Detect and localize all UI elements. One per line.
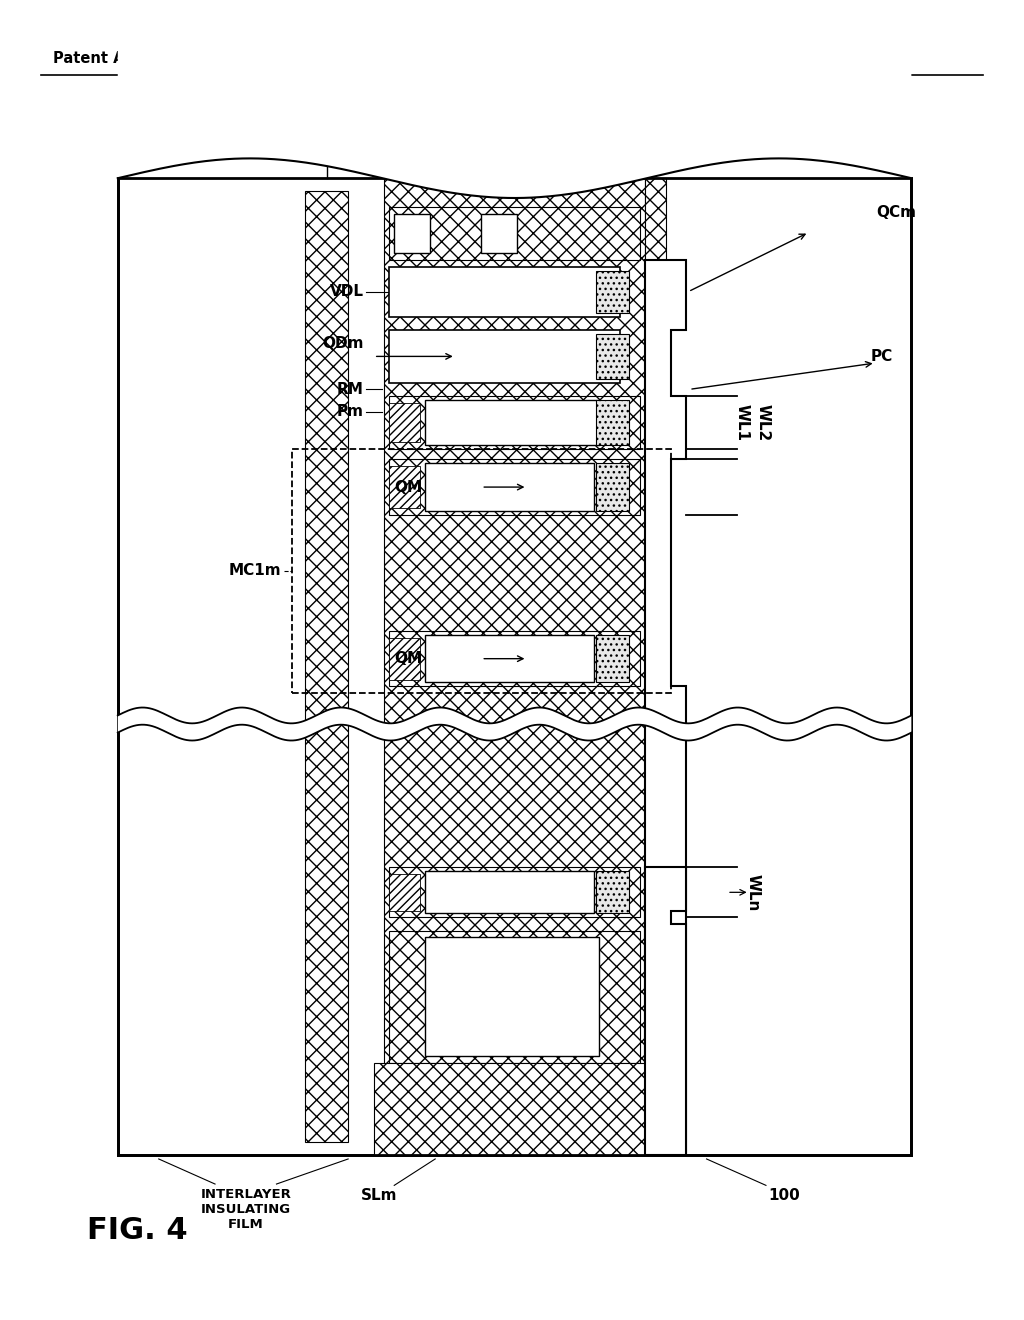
Bar — [389, 396, 640, 449]
Text: WLn: WLn — [745, 874, 760, 911]
Text: YSm: YSm — [306, 54, 347, 73]
Bar — [389, 330, 620, 383]
Text: INTERLAYER
INSULATING
FILM: INTERLAYER INSULATING FILM — [201, 1188, 291, 1232]
Bar — [425, 463, 594, 511]
Text: QCm: QCm — [877, 205, 916, 220]
Bar — [394, 214, 430, 253]
Bar — [118, 178, 297, 1155]
Bar — [645, 178, 666, 1155]
Bar — [596, 635, 629, 682]
Text: QM: QM — [394, 479, 422, 495]
Text: VDL: VDL — [330, 284, 364, 300]
Bar — [596, 871, 629, 913]
Bar — [292, 449, 671, 693]
Text: FIG. 4: FIG. 4 — [87, 1216, 187, 1245]
Text: WL2: WL2 — [756, 404, 770, 441]
Polygon shape — [645, 260, 686, 1155]
Bar — [655, 178, 911, 1155]
Text: Aug. 28, 2008  Sheet 4 of 10: Aug. 28, 2008 Sheet 4 of 10 — [369, 50, 604, 66]
Text: Pm: Pm — [337, 404, 364, 420]
Bar — [389, 466, 420, 508]
Bar — [305, 191, 348, 1142]
Bar — [384, 178, 645, 1155]
Text: WL1: WL1 — [735, 404, 750, 441]
Bar — [596, 400, 629, 445]
Bar — [389, 267, 620, 317]
Polygon shape — [118, 13, 911, 198]
Bar — [596, 334, 629, 379]
Bar — [118, 178, 911, 1155]
Bar — [596, 463, 629, 511]
Text: MC1m: MC1m — [229, 564, 282, 578]
Bar — [425, 400, 599, 445]
Bar — [425, 871, 594, 913]
Text: PC: PC — [870, 348, 893, 364]
Text: Patent Application Publication: Patent Application Publication — [53, 50, 305, 66]
Text: US 2008/0205146 A1: US 2008/0205146 A1 — [692, 50, 864, 66]
Bar — [118, 178, 911, 1155]
Bar — [389, 459, 640, 515]
Text: RM: RM — [337, 381, 364, 397]
Bar — [389, 638, 420, 680]
Bar — [481, 214, 517, 253]
Text: 100: 100 — [768, 1188, 800, 1203]
Bar — [374, 1063, 681, 1155]
Polygon shape — [645, 867, 686, 1155]
Text: BLm: BLm — [404, 54, 445, 73]
Bar — [389, 631, 640, 686]
Bar — [389, 403, 420, 442]
Bar — [389, 207, 640, 260]
Bar — [389, 867, 640, 917]
Polygon shape — [118, 708, 911, 741]
Text: SLm: SLm — [360, 1188, 397, 1203]
Bar — [425, 635, 594, 682]
Bar — [596, 271, 629, 313]
Text: QM: QM — [394, 651, 422, 667]
Text: QDm: QDm — [322, 335, 364, 351]
Bar — [389, 931, 640, 1063]
Bar — [425, 937, 599, 1056]
Bar — [389, 874, 420, 911]
